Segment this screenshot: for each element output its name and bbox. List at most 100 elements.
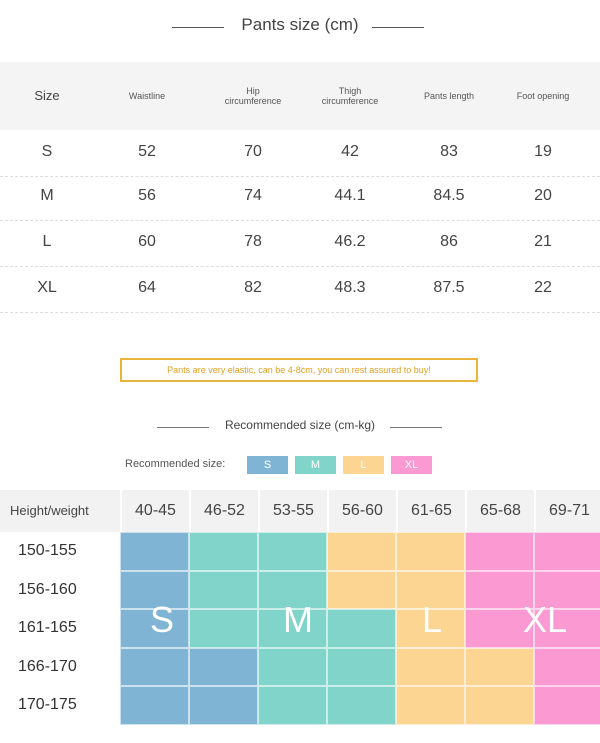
row-header: 166-170 (18, 657, 77, 675)
col-header: 56-60 (327, 490, 396, 532)
cell: 22 (534, 279, 552, 296)
grid-cell (396, 609, 465, 648)
cell: 64 (138, 279, 156, 296)
cell: M (40, 187, 54, 204)
grid-cell (465, 647, 534, 687)
cell: 70 (244, 143, 262, 160)
grid-cell (189, 570, 258, 610)
grid-cell (258, 686, 327, 725)
grid-cell (258, 647, 327, 687)
grid-cell (534, 609, 600, 648)
col-header: 61-65 (396, 490, 465, 532)
row-header: 170-175 (18, 696, 77, 714)
grid-cell (465, 686, 534, 725)
row-header: 156-160 (18, 580, 77, 598)
col-header: 46-52 (189, 490, 258, 532)
grid-cell (258, 532, 327, 571)
grid-cell (258, 570, 327, 610)
grid-cell (120, 686, 189, 725)
grid-cell (120, 647, 189, 687)
col-header: 53-55 (258, 490, 327, 532)
cell: 86 (440, 233, 458, 250)
cell: 84.5 (433, 187, 465, 204)
cell: 82 (244, 279, 262, 296)
row-separator (0, 176, 600, 177)
table-header-bg (0, 62, 600, 130)
cell: 60 (138, 233, 156, 250)
cell: 46.2 (334, 233, 366, 250)
cell: 21 (534, 233, 552, 250)
cell: 83 (440, 143, 458, 160)
grid-cell (189, 609, 258, 648)
size-label: XL (522, 599, 568, 640)
legend-label: Recommended size: (125, 458, 226, 470)
cell: 56 (138, 187, 156, 204)
grid-cell (120, 532, 189, 571)
row-separator (0, 266, 600, 267)
row-separator (0, 220, 600, 221)
cell: XL (37, 279, 57, 296)
col-header: 65-68 (465, 490, 534, 532)
header-cell: Size (34, 88, 60, 103)
note: Pants are very elastic, can be 4-8cm, yo… (120, 358, 478, 382)
cell: 78 (244, 233, 262, 250)
grid-cell (120, 609, 189, 648)
grid-cell (534, 570, 600, 610)
legend-item: S (247, 456, 288, 474)
cell: 52 (138, 143, 156, 160)
cell: 48.3 (334, 279, 366, 296)
legend-item: M (295, 456, 336, 474)
header-cell: Foot opening (516, 91, 570, 101)
col-header: 40-45 (120, 490, 189, 532)
grid-cell (396, 686, 465, 725)
row-header: 150-155 (18, 542, 77, 559)
rule (157, 427, 209, 428)
grid-cell (465, 609, 534, 648)
cell: 44.1 (334, 187, 366, 204)
grid-cell (327, 647, 396, 687)
size-label: L (421, 599, 443, 640)
cell: 20 (534, 187, 552, 204)
header-cell: Waistline (128, 91, 166, 101)
cell: 87.5 (433, 279, 465, 296)
header-cell: Thigh circumference (321, 86, 379, 106)
grid-cell (534, 532, 600, 571)
row-header: 161-165 (18, 619, 77, 637)
title: Pants size (cm) (241, 15, 359, 34)
grid-cell (396, 532, 465, 571)
row-separator (0, 312, 600, 313)
grid-cell (465, 532, 534, 571)
cell: 42 (341, 143, 359, 160)
cell: S (41, 143, 53, 160)
rule (172, 27, 224, 28)
cell: 19 (534, 143, 552, 160)
grid-cell (120, 570, 189, 610)
grid-cell (465, 570, 534, 610)
legend-item: L (343, 456, 384, 474)
grid-cell (189, 686, 258, 725)
grid-cell (534, 686, 600, 725)
cell: L (42, 233, 52, 250)
grid-cell (327, 686, 396, 725)
rule (372, 27, 424, 28)
recommend-title: Recommended size (cm-kg) (224, 418, 376, 432)
grid-cell (396, 647, 465, 687)
grid-cell (327, 532, 396, 571)
header-cell: Pants length (423, 91, 475, 101)
size-label: S (149, 599, 175, 640)
header-cell: Hip circumference (224, 86, 282, 106)
rule (390, 427, 442, 428)
grid-cell (189, 532, 258, 571)
cell: 74 (244, 187, 262, 204)
legend-item: XL (391, 456, 432, 474)
grid-cell (327, 570, 396, 610)
corner: Height/weight (10, 503, 89, 518)
grid-cell (189, 647, 258, 687)
grid-cell (258, 609, 327, 648)
grid-cell (534, 647, 600, 687)
size-label: M (283, 599, 313, 640)
grid-header-bg (0, 490, 600, 532)
col-header: 69-71 (534, 490, 600, 532)
grid-cell (327, 609, 396, 648)
